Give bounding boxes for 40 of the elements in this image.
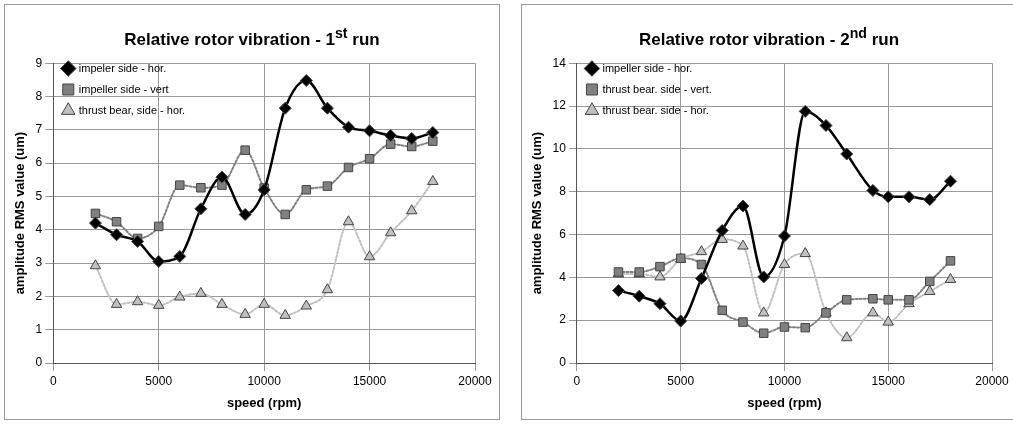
y-tick-label: 7 — [35, 122, 43, 137]
legend-label: thrust bear. side - hor. — [602, 103, 709, 116]
y-tick-label: 5 — [35, 188, 43, 203]
legend-label: thrust bear. side - vert. — [602, 82, 712, 95]
x-tick-label: 20000 — [975, 373, 1010, 388]
x-tick-label: 20000 — [458, 373, 493, 388]
legend-label: thrust bear, side - hor. — [78, 103, 186, 116]
x-tick-label: 0 — [49, 373, 57, 388]
legend-label: impeller side - hor. — [602, 61, 693, 74]
x-tick-label: 10000 — [247, 373, 282, 388]
x-tick-label: 5000 — [667, 373, 695, 388]
y-tick-label: 1 — [35, 322, 43, 336]
y-tick-label: 8 — [559, 184, 567, 198]
x-tick-label: 15000 — [352, 373, 387, 388]
y-tick-label: 2 — [35, 288, 43, 303]
y-tick-label: 9 — [35, 55, 43, 70]
y-tick-label: 8 — [35, 88, 43, 103]
chart-title: Relative rotor vibration - 1$^{st}$ run — [123, 25, 381, 50]
y-axis-title: amplitude RMS value (um) — [12, 131, 28, 295]
y-tick-label: 6 — [559, 226, 567, 241]
y-tick-label: 6 — [35, 155, 43, 170]
chart-title: Relative rotor vibration - 2$^{nd}$ run — [637, 25, 901, 50]
y-tick-label: 10 — [552, 141, 567, 156]
legend-label: impeler side - hor. — [78, 61, 167, 74]
y-tick-label: 3 — [35, 255, 43, 270]
y-tick-label: 0 — [559, 355, 567, 370]
x-tick-label: 0 — [573, 373, 581, 388]
y-tick-label: 2 — [559, 312, 567, 327]
x-axis-title: speed (rpm) — [226, 394, 302, 410]
y-tick-label: 14 — [552, 55, 567, 70]
x-tick-label: 5000 — [145, 373, 173, 388]
y-tick-label: 0 — [35, 355, 43, 370]
x-axis-title: speed (rpm) — [747, 394, 822, 410]
y-tick-label: 4 — [559, 269, 567, 284]
y-tick-label: 12 — [552, 98, 567, 113]
y-tick-label: 4 — [35, 222, 43, 237]
legend-label: impeller side - vert — [78, 82, 169, 95]
x-tick-label: 15000 — [871, 373, 906, 388]
x-tick-label: 10000 — [767, 373, 802, 388]
y-axis-title: amplitude RMS value (um) — [529, 131, 545, 295]
